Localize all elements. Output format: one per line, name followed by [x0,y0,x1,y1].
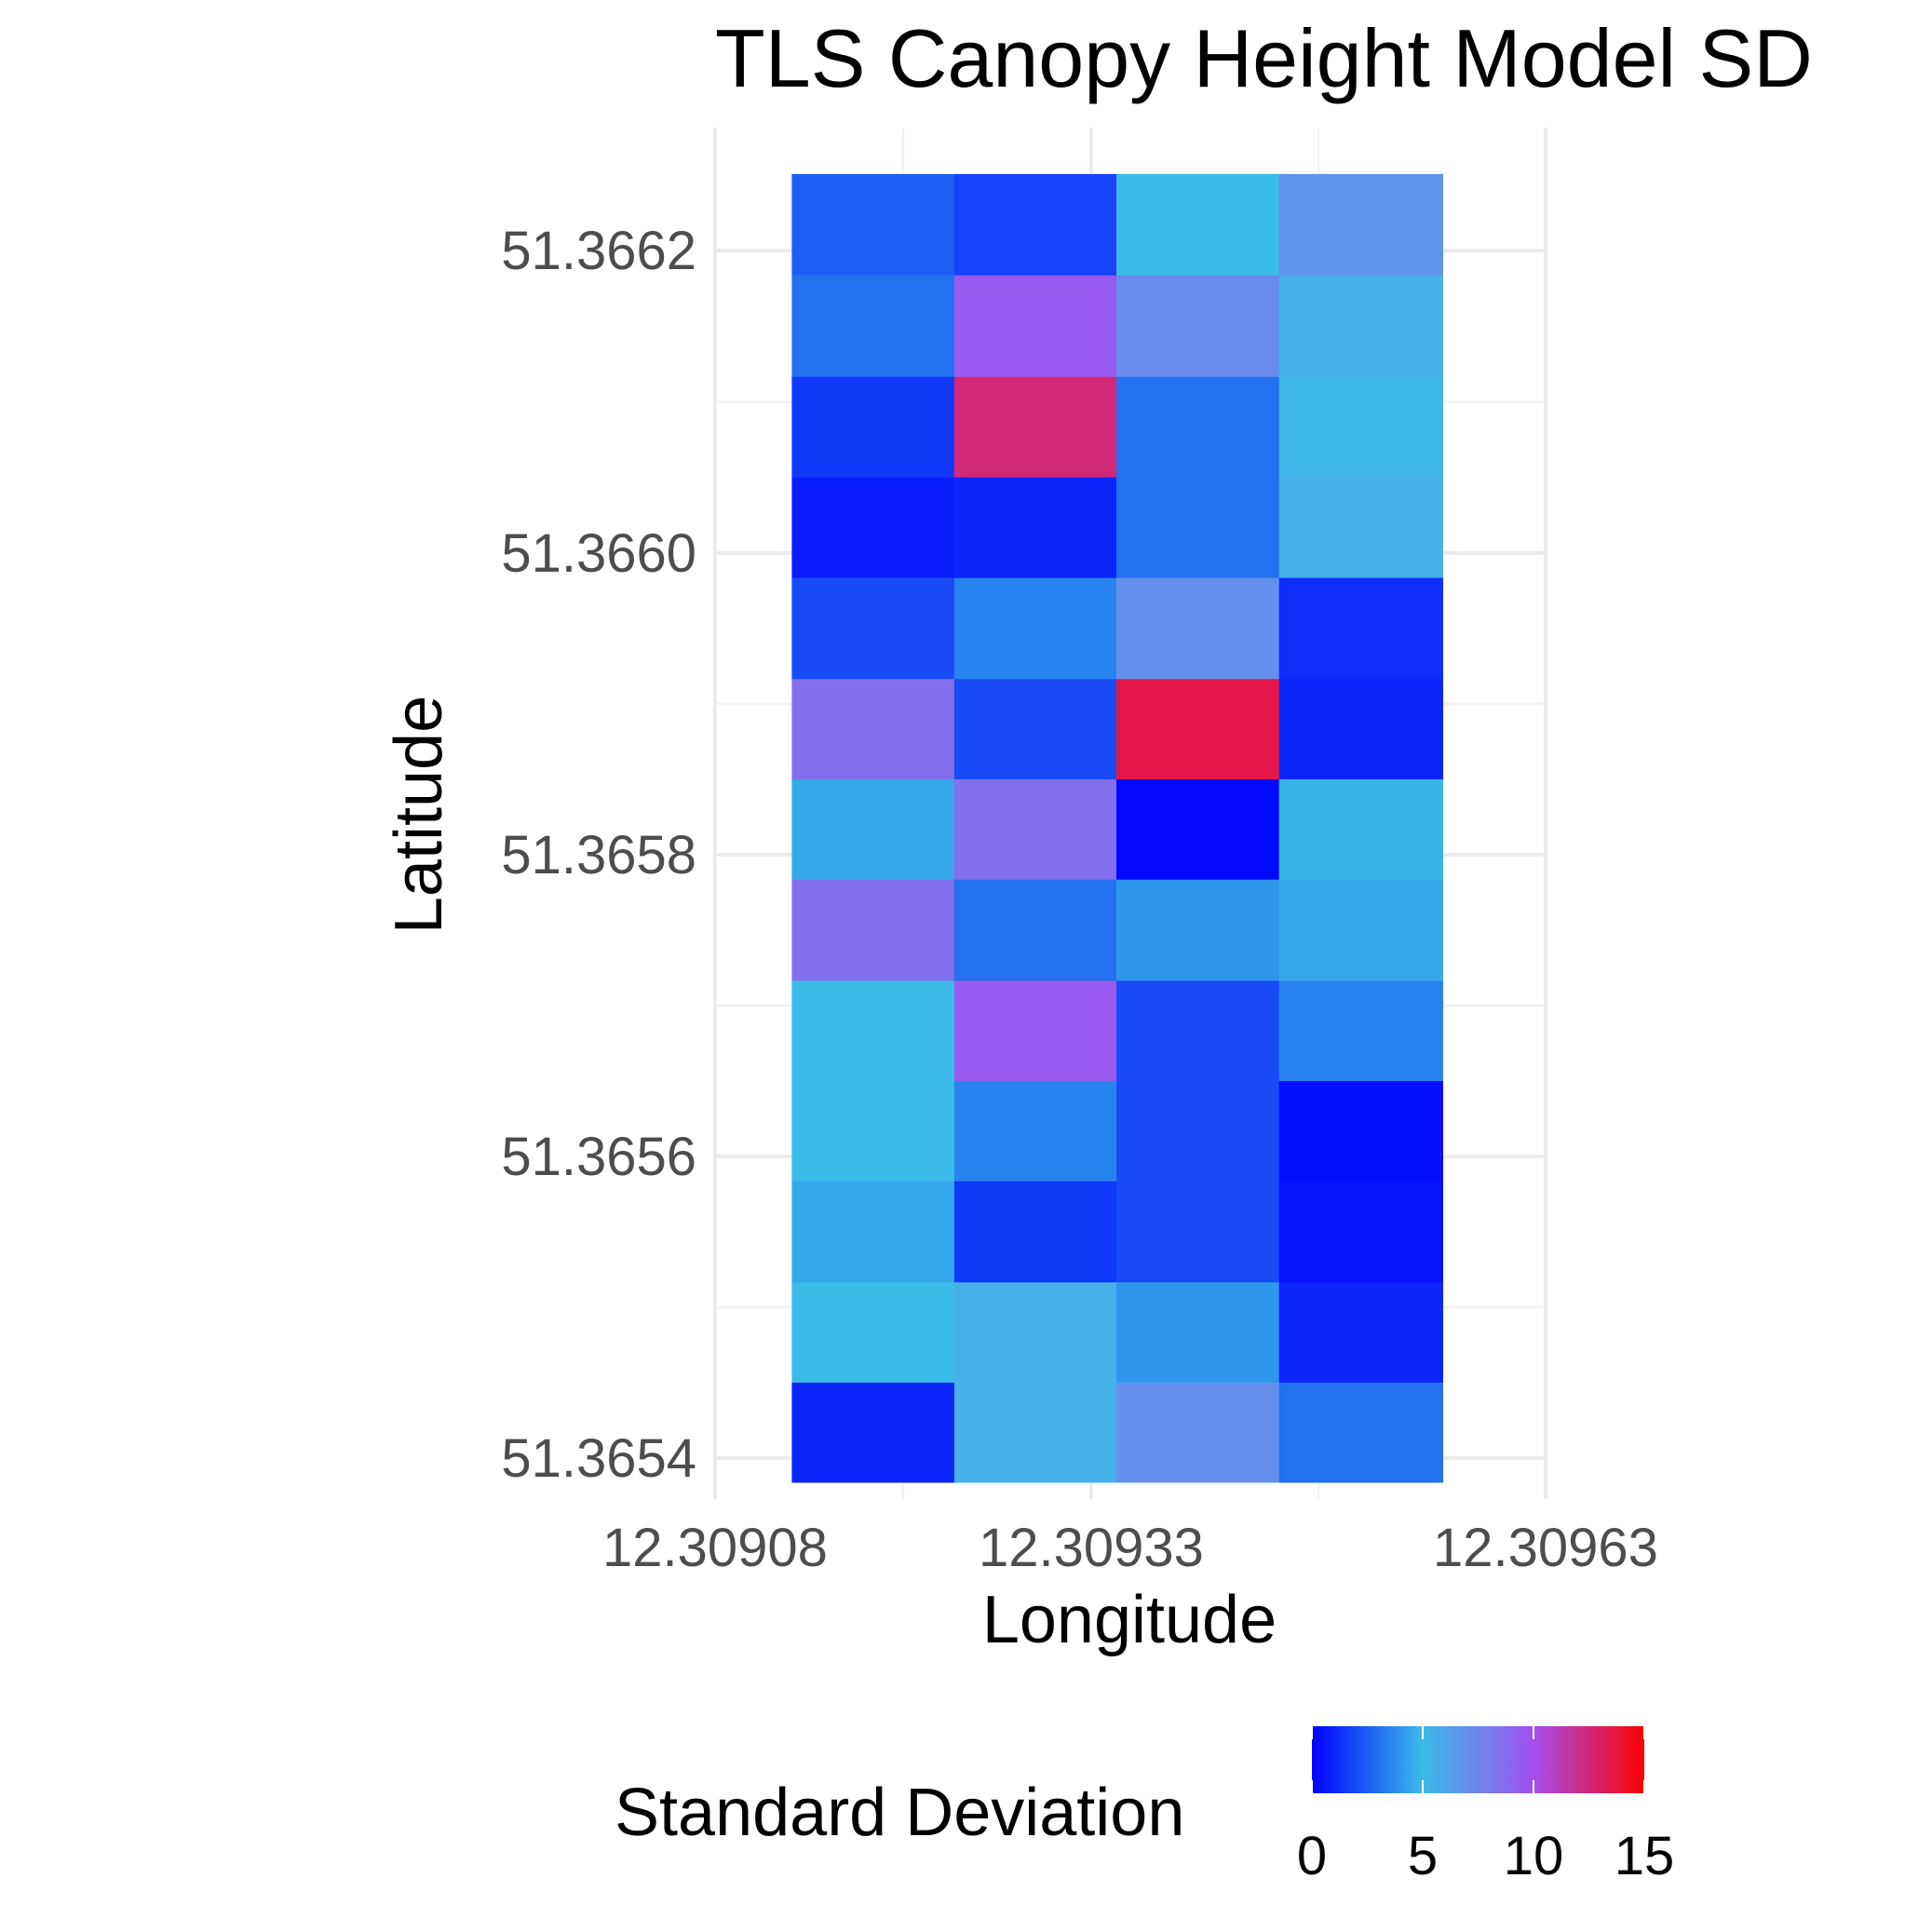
heatmap-tile [1278,275,1443,378]
heatmap-tile [1116,779,1280,881]
heatmap-tile [1278,1383,1443,1483]
heatmap-tile [1278,376,1443,479]
y-axis-title: Latitude [382,696,456,934]
heatmap-tile [1116,173,1280,277]
x-tick-label: 12.30933 [979,1518,1204,1578]
heatmap-tile [1278,980,1443,1082]
legend-tick-label: 15 [1615,1826,1675,1886]
y-tick-label: 51.3656 [501,1127,696,1187]
heatmap-tile [953,879,1117,981]
heatmap-tile [1116,1282,1280,1384]
legend-tick-label: 0 [1297,1826,1327,1886]
x-tick-label: 12.30908 [602,1518,828,1578]
x-tick-label: 12.30963 [1433,1518,1658,1578]
heatmap-tile [1116,477,1280,579]
heatmap-tile [791,980,955,1082]
y-axis-ticks: 51.3654 51.3656 51.3658 51.3660 51.3662 [501,221,696,1489]
heatmap-tile [1278,1081,1443,1182]
x-axis-title: Longitude [982,1583,1277,1657]
legend-tick-label: 10 [1504,1826,1564,1886]
heatmap-tile [953,980,1117,1082]
legend-tick-label: 5 [1408,1826,1438,1886]
heatmap-tile [953,1081,1117,1182]
heatmap-tile [1278,1282,1443,1384]
heatmap-tile [791,376,955,479]
heatmap-tile [953,173,1117,277]
y-tick-label: 51.3662 [501,221,696,281]
x-axis-ticks: 12.30908 12.30933 12.30963 [602,1518,1658,1578]
heatmap-tile [1278,779,1443,881]
heatmap-tile [1116,1383,1280,1483]
heatmap-tile [1116,1181,1280,1283]
heatmap-tile [791,477,955,579]
heatmap-tile [1278,173,1443,277]
heatmap-tile [791,1081,955,1182]
heatmap-tile [953,1383,1117,1483]
legend-title: Standard Deviation [615,1776,1184,1850]
y-tick-label: 51.3660 [501,523,696,584]
color-legend: Standard Deviation 0 5 10 15 [615,1726,1674,1886]
heatmap-tile [791,1181,955,1283]
heatmap-tile [953,477,1117,579]
heatmap-tile [1116,679,1280,780]
heatmap-tile [1116,879,1280,981]
heatmap-tile [953,1282,1117,1384]
chart-title: TLS Canopy Height Model SD [715,12,1813,104]
heatmap-tile [1278,477,1443,579]
heatmap-tile [791,577,955,680]
y-tick-label: 51.3654 [501,1428,696,1489]
heatmap-tile [1116,275,1280,378]
heatmap-tile [953,275,1117,378]
heatmap-tile [1278,1181,1443,1283]
heatmap-tile [791,1383,955,1483]
heatmap-tile [953,679,1117,780]
heatmap-tile [953,376,1117,479]
heatmap-tile [791,173,955,277]
heatmap-tile [791,275,955,378]
heatmap-tile [1278,879,1443,981]
y-tick-label: 51.3658 [501,825,696,885]
heatmap-tile [791,779,955,881]
heatmap-tile [791,879,955,981]
heatmap-tile [1116,1081,1280,1182]
heatmap-tile [1278,679,1443,780]
heatmap-tile [791,679,955,780]
heatmap-tile [1116,980,1280,1082]
heatmap-tile [953,577,1117,680]
heatmap-tile [1116,376,1280,479]
heatmap-tiles [791,173,1443,1483]
heatmap-tile [953,779,1117,881]
heatmap-tile [1116,577,1280,680]
heatmap-tile [791,1282,955,1384]
heatmap-tile [1278,577,1443,680]
legend-colorbar [1312,1726,1644,1793]
heatmap-tile [953,1181,1117,1283]
